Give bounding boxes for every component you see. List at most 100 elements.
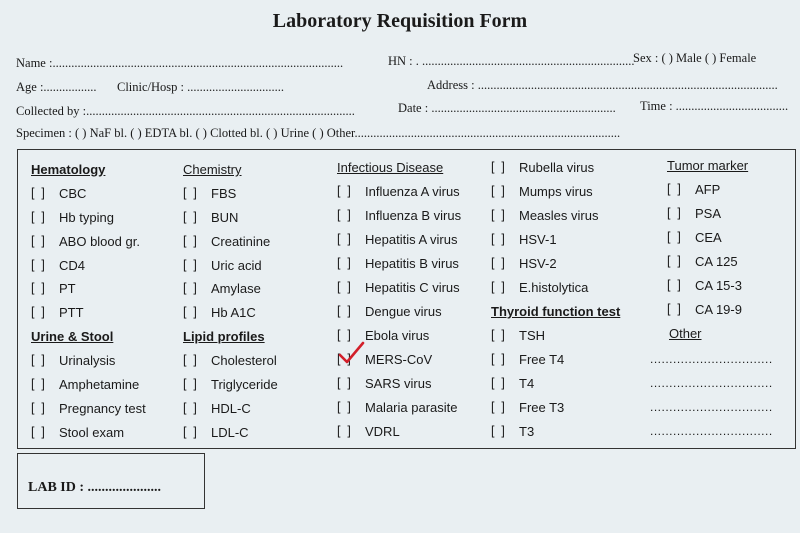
collected-by-field[interactable]: Collected by :..........................… xyxy=(16,104,355,118)
checkbox[interactable]: [ ] xyxy=(337,328,351,342)
test-afp: AFP xyxy=(695,182,721,197)
test-free-t3: Free T3 xyxy=(519,400,565,415)
test-measles: Measles virus xyxy=(519,208,599,223)
time-field[interactable]: Time : .................................… xyxy=(640,99,789,113)
checkbox[interactable]: [ ] xyxy=(667,302,681,316)
checkbox[interactable]: [ ] xyxy=(183,210,197,224)
checkbox[interactable]: [ ] xyxy=(491,280,505,294)
hn-field[interactable]: HN : . .................................… xyxy=(388,54,635,68)
checkbox[interactable]: [ ] xyxy=(337,280,351,294)
test-dengue: Dengue virus xyxy=(365,304,442,319)
date-field[interactable]: Date : .................................… xyxy=(398,101,616,115)
checkbox[interactable]: [ ] xyxy=(31,186,45,200)
checkbox[interactable]: [ ] xyxy=(337,400,351,414)
test-ca125: CA 125 xyxy=(695,254,738,269)
checkbox[interactable]: [ ] xyxy=(491,208,505,222)
test-free-t4: Free T4 xyxy=(519,352,565,367)
test-panel xyxy=(17,149,796,449)
checkbox[interactable]: [ ] xyxy=(337,184,351,198)
checkbox[interactable]: [ ] xyxy=(337,232,351,246)
test-e-histolytica: E.histolytica xyxy=(519,280,589,295)
test-pt: PT xyxy=(59,281,76,296)
checkbox[interactable]: [ ] xyxy=(183,305,197,319)
checkbox[interactable]: [ ] xyxy=(31,281,45,295)
checkbox[interactable]: [ ] xyxy=(183,281,197,295)
checkbox[interactable]: [ ] xyxy=(183,234,197,248)
checkbox[interactable]: [ ] xyxy=(183,258,197,272)
test-amphetamine: Amphetamine xyxy=(59,377,140,392)
test-ldl: LDL-C xyxy=(211,425,249,440)
test-abo: ABO blood gr. xyxy=(59,234,140,249)
test-influenza-b: Influenza B virus xyxy=(365,208,462,223)
checkbox[interactable]: [ ] xyxy=(337,424,351,438)
other-heading: Other xyxy=(669,326,702,341)
test-pregnancy: Pregnancy test xyxy=(59,401,146,416)
checkbox[interactable]: [ ] xyxy=(31,401,45,415)
age-field[interactable]: Age :................. xyxy=(16,80,97,94)
checkbox[interactable]: [ ] xyxy=(491,352,505,366)
address-field[interactable]: Address : ..............................… xyxy=(427,78,778,92)
test-psa: PSA xyxy=(695,206,722,221)
checkbox[interactable]: [ ] xyxy=(183,377,197,391)
test-influenza-a: Influenza A virus xyxy=(365,184,460,199)
checkbox[interactable]: [ ] xyxy=(667,182,681,196)
lab-id-field[interactable]: LAB ID : ..................... xyxy=(28,480,162,495)
checkbox[interactable]: [ ] xyxy=(337,208,351,222)
test-malaria: Malaria parasite xyxy=(365,400,458,415)
specimen-field[interactable]: Specimen : ( ) NaF bl. ( ) EDTA bl. ( ) … xyxy=(16,126,621,140)
checkbox[interactable]: [ ] xyxy=(667,206,681,220)
checkbox[interactable]: [ ] xyxy=(337,304,351,318)
checkbox[interactable]: [ ] xyxy=(491,424,505,438)
checkbox[interactable]: [ ] xyxy=(183,353,197,367)
checkbox[interactable]: [ ] xyxy=(667,230,681,244)
chemistry-heading: Chemistry xyxy=(183,162,242,177)
checkbox[interactable]: [ ] xyxy=(31,353,45,367)
checkbox[interactable]: [ ] xyxy=(667,254,681,268)
other-line-3[interactable]: ................................ xyxy=(650,400,773,414)
checkbox[interactable]: [ ] xyxy=(667,278,681,292)
test-creatinine: Creatinine xyxy=(211,234,271,249)
test-tsh: TSH xyxy=(519,328,545,343)
test-sars: SARS virus xyxy=(365,376,432,391)
test-ebola: Ebola virus xyxy=(365,328,430,343)
test-uric-acid: Uric acid xyxy=(211,258,262,273)
test-hsv2: HSV-2 xyxy=(519,256,557,271)
test-bun: BUN xyxy=(211,210,239,225)
checkbox[interactable]: [ ] xyxy=(31,234,45,248)
test-hsv1: HSV-1 xyxy=(519,232,557,247)
checkbox[interactable]: [ ] xyxy=(491,256,505,270)
test-mers-cov: MERS-CoV xyxy=(365,352,433,367)
checkbox[interactable]: [ ] xyxy=(31,210,45,224)
test-cea: CEA xyxy=(695,230,722,245)
checkbox[interactable]: [ ] xyxy=(337,376,351,390)
checkbox[interactable]: [ ] xyxy=(183,425,197,439)
test-ptt: PTT xyxy=(59,305,84,320)
checkbox[interactable]: [ ] xyxy=(491,328,505,342)
checkbox[interactable]: [ ] xyxy=(491,184,505,198)
test-cholesterol: Cholesterol xyxy=(211,353,277,368)
check-mark-icon xyxy=(338,341,365,364)
sex-field[interactable]: Sex : ( ) Male ( ) Female xyxy=(633,51,757,65)
clinic-field[interactable]: Clinic/Hosp : ..........................… xyxy=(117,80,285,94)
checkbox[interactable]: [ ] xyxy=(183,186,197,200)
checkbox[interactable]: [ ] xyxy=(31,425,45,439)
test-hepatitis-a: Hepatitis A virus xyxy=(365,232,458,247)
test-stool: Stool exam xyxy=(59,425,125,440)
checkbox[interactable]: [ ] xyxy=(183,401,197,415)
name-field[interactable]: Name :..................................… xyxy=(16,56,344,70)
test-triglyceride: Triglyceride xyxy=(211,377,278,392)
checkbox[interactable]: [ ] xyxy=(491,160,505,174)
other-line-1[interactable]: ................................ xyxy=(650,352,773,366)
checkbox[interactable]: [ ] xyxy=(337,256,351,270)
checkbox[interactable]: [ ] xyxy=(491,376,505,390)
checkbox[interactable]: [ ] xyxy=(491,232,505,246)
checkbox[interactable]: [ ] xyxy=(491,400,505,414)
checkbox[interactable]: [ ] xyxy=(31,258,45,272)
test-mumps: Mumps virus xyxy=(519,184,593,199)
checkbox[interactable]: [ ] xyxy=(31,305,45,319)
other-line-2[interactable]: ................................ xyxy=(650,376,773,390)
test-ca19-9: CA 19-9 xyxy=(695,302,742,317)
checkbox[interactable]: [ ] xyxy=(31,377,45,391)
other-line-4[interactable]: ................................ xyxy=(650,424,773,438)
test-fbs: FBS xyxy=(211,186,237,201)
